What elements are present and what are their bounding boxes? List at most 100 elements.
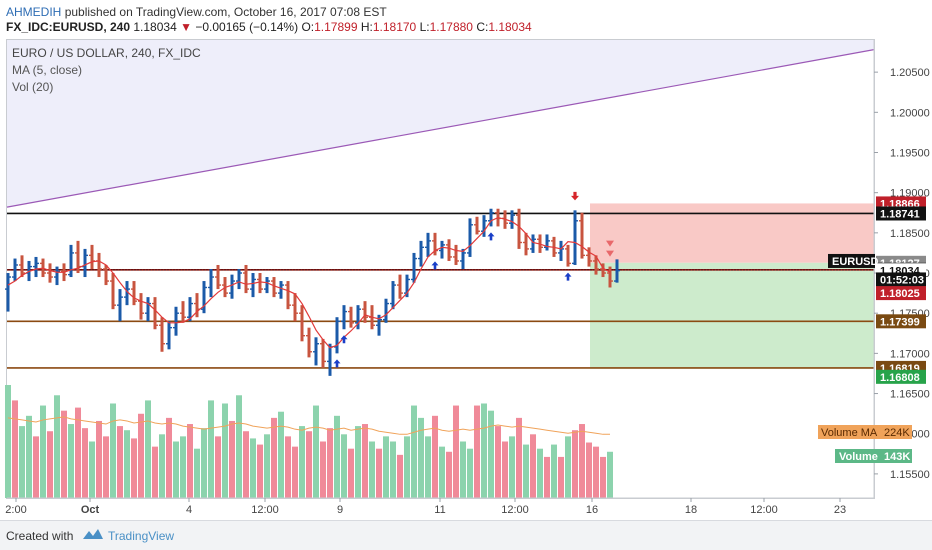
price-bar-50 xyxy=(355,305,361,330)
volume-bar-14 xyxy=(103,436,109,498)
volume-bar-7 xyxy=(54,395,60,498)
price-tick-label: 1.19500 xyxy=(890,147,930,159)
time-tick-label: 18 xyxy=(685,504,697,516)
price-tick-label: 1.17000 xyxy=(890,348,930,360)
stop-loss-zone xyxy=(590,203,874,263)
publish-text: published on TradingView.com, October 16… xyxy=(64,5,387,19)
price-label-bg-7 xyxy=(876,314,926,329)
volume-badge-value: 143K xyxy=(884,451,910,463)
volume-bar-48 xyxy=(341,434,347,498)
volume-bar-51 xyxy=(362,424,368,498)
price-bar-30 xyxy=(215,264,221,290)
price-bar-86 xyxy=(607,266,613,288)
price-tick-label: 1.16500 xyxy=(890,389,930,401)
price-bar-48 xyxy=(341,305,347,330)
change-value: −0.00165 (−0.14%) xyxy=(195,20,299,34)
price-bar-63 xyxy=(446,239,452,261)
price-label-7: 1.17399 xyxy=(880,316,920,328)
volume-bar-76 xyxy=(537,448,543,498)
price-bar-9 xyxy=(68,244,74,278)
price-bar-6 xyxy=(47,263,53,283)
price-bar-39 xyxy=(278,281,284,299)
legend-title: EURO / US DOLLAR, 240, FX_IDC xyxy=(12,46,201,60)
price-bar-77 xyxy=(544,234,550,251)
legend-ma: MA (5, close) xyxy=(12,63,83,77)
volume-bar-57 xyxy=(404,436,410,498)
volume-bar-33 xyxy=(236,395,242,498)
price-tick-label: 1.15500 xyxy=(890,469,930,481)
volume-bar-50 xyxy=(355,426,361,498)
volume-bar-16 xyxy=(117,426,123,498)
volume-bar-43 xyxy=(306,431,312,498)
volume-bar-67 xyxy=(474,405,480,498)
price-bar-54 xyxy=(383,298,389,323)
price-bar-58 xyxy=(411,252,417,283)
volume-bar-17 xyxy=(124,430,130,498)
volume-bar-40 xyxy=(285,436,291,498)
price-bar-23 xyxy=(166,321,172,350)
close-label: C: xyxy=(476,20,489,34)
volume-bar-45 xyxy=(320,441,326,498)
time-tick-label: 12:00 xyxy=(750,504,778,516)
price-bar-84 xyxy=(593,255,599,275)
price-bar-28 xyxy=(201,281,207,314)
volume-ma-line xyxy=(7,416,610,435)
volume-bar-2 xyxy=(19,426,25,498)
volume-bar-82 xyxy=(579,424,585,498)
volume-bar-58 xyxy=(411,405,417,498)
price-bar-43 xyxy=(306,327,312,358)
volume-bar-84 xyxy=(593,446,599,498)
author-link[interactable]: AHMEDIH xyxy=(6,5,62,19)
price-bar-80 xyxy=(565,244,571,267)
price-label-bg-9 xyxy=(876,369,926,384)
volume-bar-66 xyxy=(467,448,473,498)
price-bar-60 xyxy=(425,232,431,257)
volume-bar-27 xyxy=(194,448,200,498)
volume-bar-68 xyxy=(481,403,487,498)
price-bar-17 xyxy=(124,281,130,306)
time-tick-label: 12:00 xyxy=(501,504,529,516)
price-tick-label: 1.18500 xyxy=(890,228,930,240)
price-label-bg-5 xyxy=(876,272,926,287)
volume-bar-31 xyxy=(222,403,228,498)
publish-info: AHMEDIH published on TradingView.com, Oc… xyxy=(6,5,387,19)
price-bar-37 xyxy=(264,277,270,294)
volume-bar-71 xyxy=(502,441,508,498)
volume-bar-59 xyxy=(418,417,424,498)
last-price: 1.18034 xyxy=(133,20,177,34)
sell-signal-arrow-icon xyxy=(571,191,580,201)
price-label-bg-1 xyxy=(876,206,926,221)
price-bar-40 xyxy=(285,281,291,310)
footer-brand-link[interactable]: TradingView xyxy=(108,529,175,543)
volume-badge-bg xyxy=(835,449,912,463)
price-bar-29 xyxy=(208,269,214,298)
time-tick-label: 11 xyxy=(434,504,445,516)
volume-bar-63 xyxy=(446,451,452,498)
volume-bar-42 xyxy=(299,426,305,498)
price-bar-56 xyxy=(397,274,403,299)
volume-bar-11 xyxy=(82,428,88,498)
volume-bar-37 xyxy=(264,434,270,498)
volume-bar-13 xyxy=(96,420,102,498)
volume-bar-75 xyxy=(530,434,536,498)
volume-bar-0 xyxy=(5,385,11,498)
footer-created-text: Created with xyxy=(6,529,74,543)
price-bar-25 xyxy=(180,301,186,323)
buy-signal-arrow-icon xyxy=(340,335,348,344)
volume-bar-44 xyxy=(313,405,319,498)
volume-bar-79 xyxy=(558,456,564,498)
price-bar-75 xyxy=(530,234,536,253)
volume-bar-6 xyxy=(47,431,53,498)
open-label: O: xyxy=(301,20,315,34)
low-value: 1.17880 xyxy=(429,20,473,34)
tradingview-logo-icon[interactable] xyxy=(82,527,104,541)
price-bar-73 xyxy=(516,208,522,249)
volume-bar-24 xyxy=(173,441,179,498)
volume-bar-41 xyxy=(292,446,298,498)
change-arrow-icon: ▼ xyxy=(180,20,192,34)
price-label-9: 1.16808 xyxy=(880,372,920,384)
volume-bar-34 xyxy=(243,431,249,498)
price-bar-44 xyxy=(313,337,319,366)
chart-canvas[interactable]: 1.205001.200001.195001.190001.185001.180… xyxy=(0,0,932,520)
price-bar-47 xyxy=(334,317,340,354)
